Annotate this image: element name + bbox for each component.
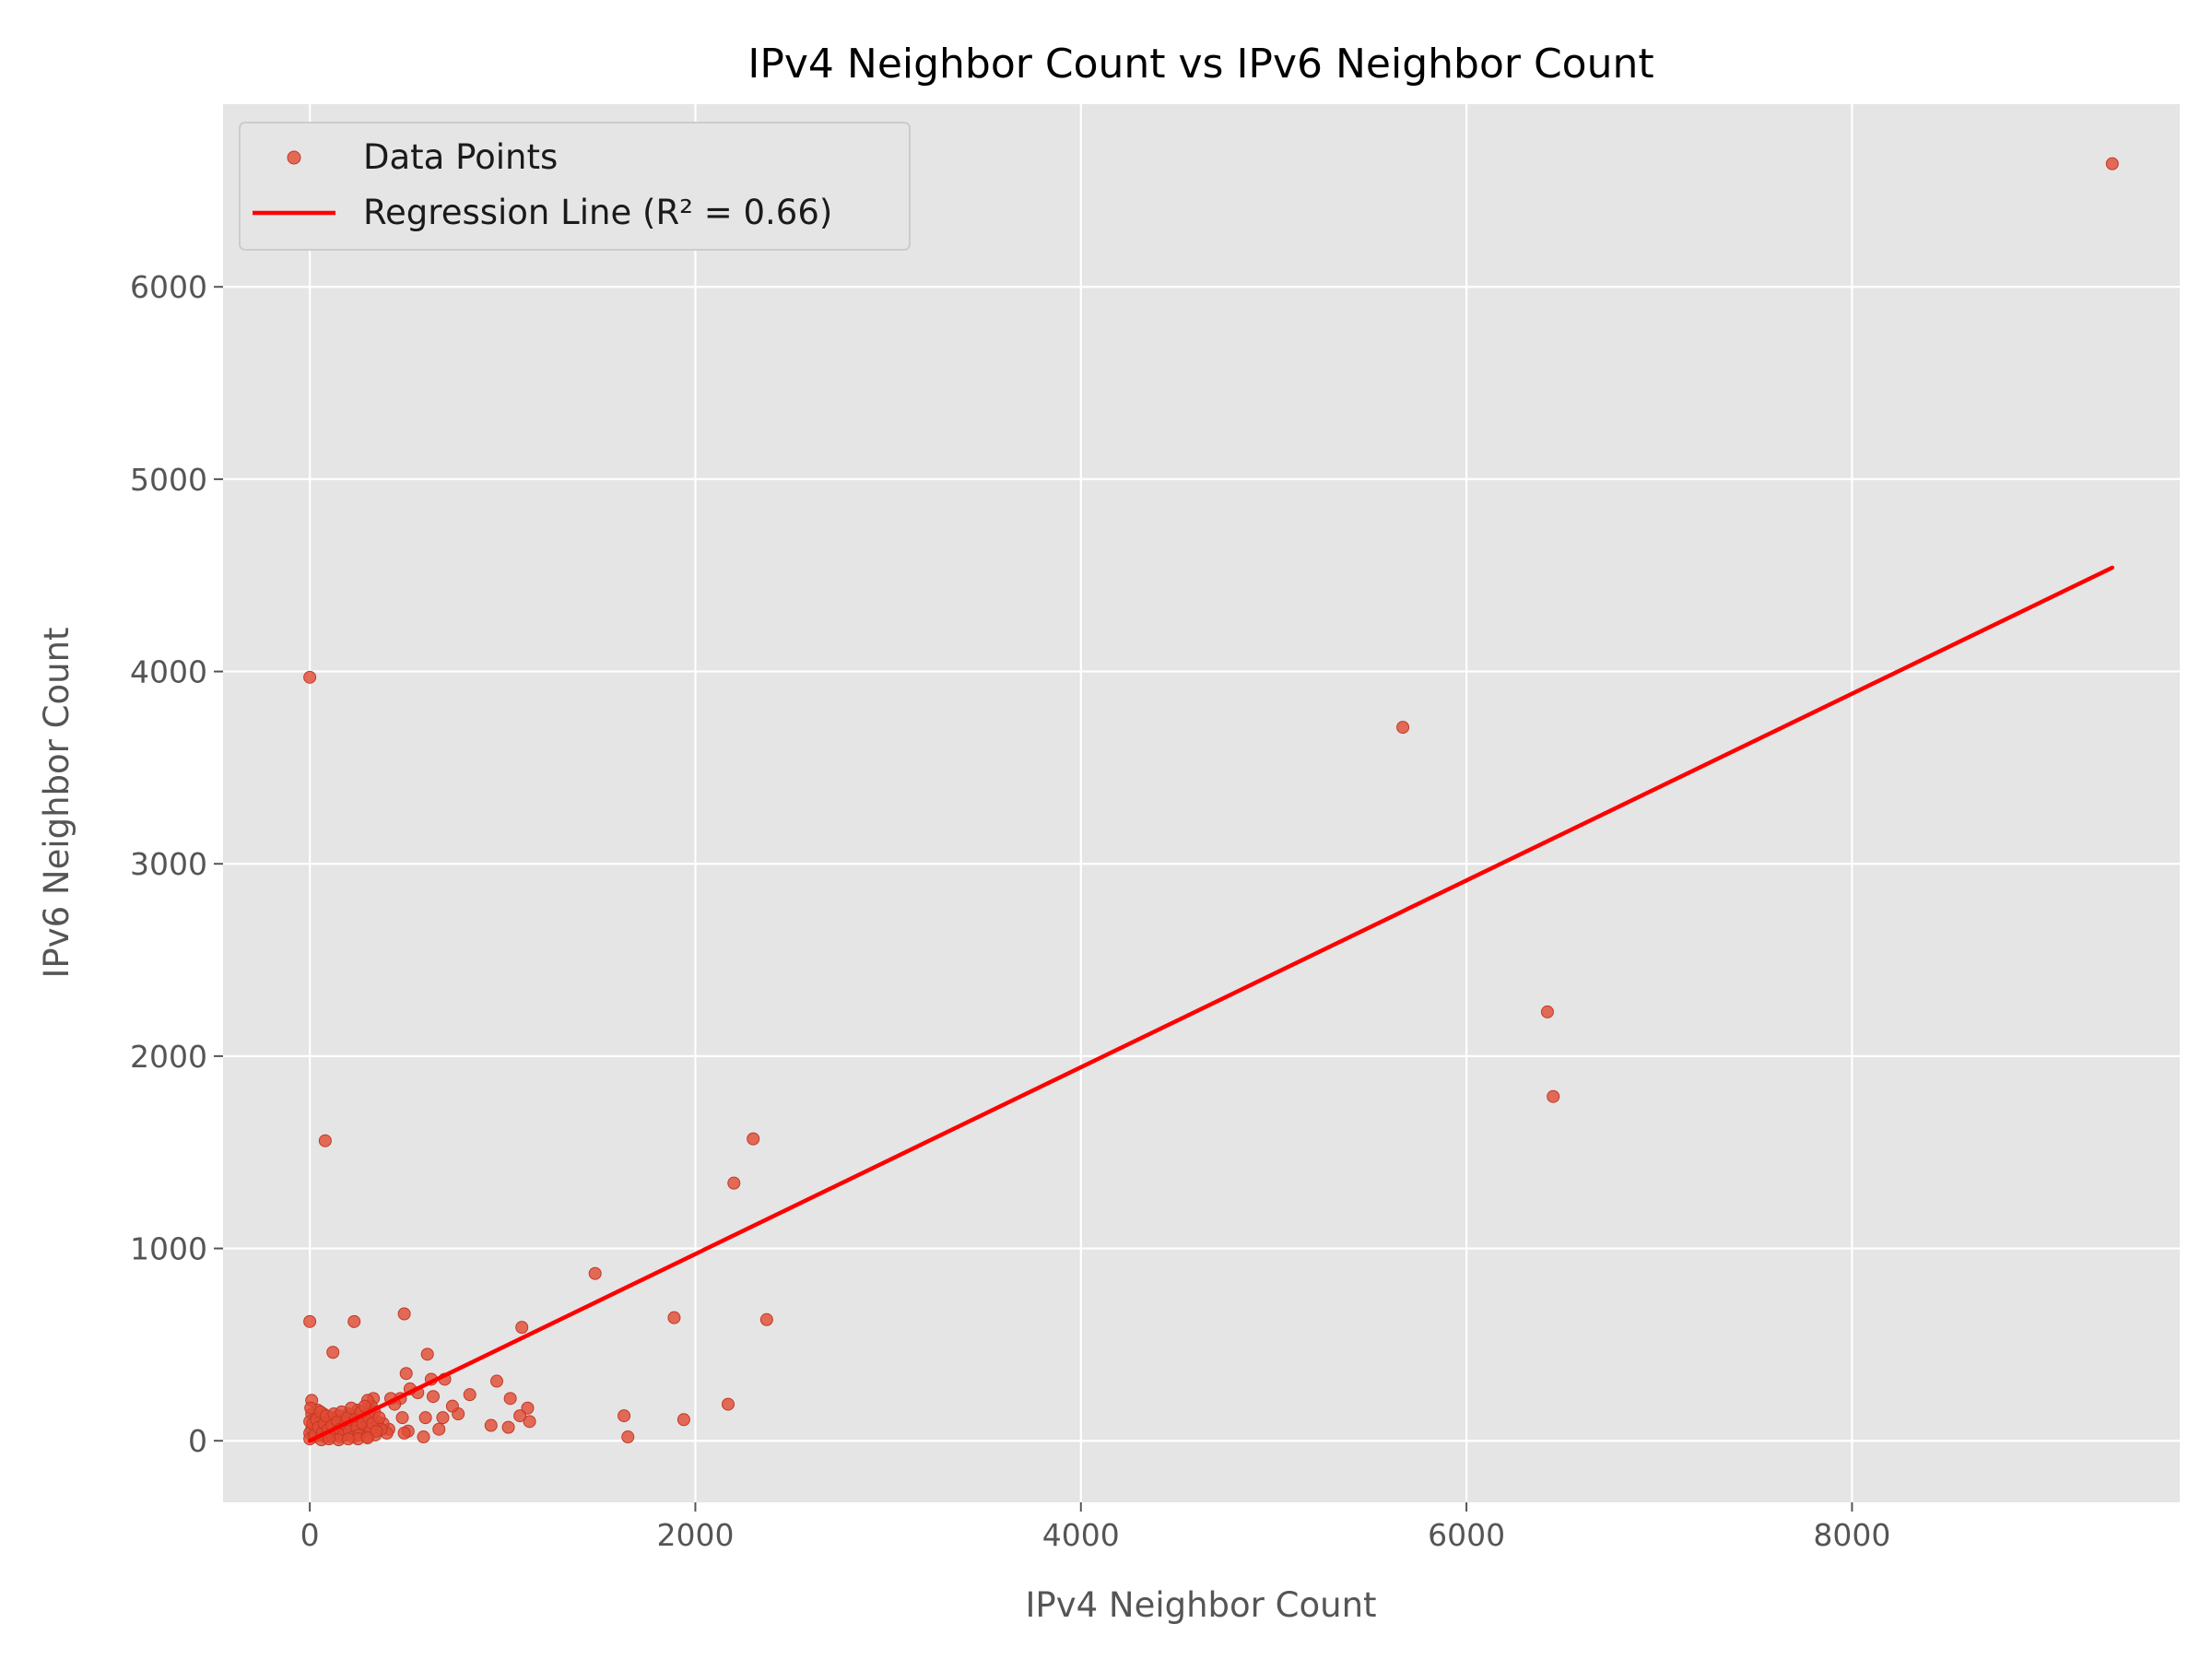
data-point (621, 1430, 635, 1444)
x-tick-label: 4000 (1042, 1517, 1120, 1553)
axis-ticks: 0 2000 4000 6000 8000 0 1000 2000 3000 4000 5000 60… (130, 269, 1890, 1553)
data-point (515, 1321, 529, 1335)
data-point (445, 1399, 459, 1413)
data-point (397, 1426, 411, 1440)
y-tick-label: 5000 (130, 462, 207, 498)
data-point (432, 1422, 446, 1436)
data-point (397, 1307, 411, 1321)
legend-marker-data-points (287, 150, 301, 165)
data-point (395, 1411, 409, 1425)
data-point (399, 1367, 413, 1381)
data-point (426, 1390, 440, 1404)
data-point (501, 1420, 515, 1434)
data-point (513, 1409, 527, 1423)
x-tick-label: 8000 (1813, 1517, 1890, 1553)
data-point (341, 1432, 355, 1446)
data-point (523, 1415, 536, 1429)
x-tick-label: 0 (300, 1517, 320, 1553)
chart-title: IPv4 Neighbor Count vs IPv6 Neighbor Cou… (747, 41, 1653, 88)
y-tick-label: 3000 (130, 846, 207, 882)
data-point (436, 1411, 450, 1425)
data-point (618, 1409, 631, 1423)
data-point (1540, 1005, 1554, 1018)
data-point (503, 1392, 517, 1406)
regression-line-group (307, 565, 2115, 1443)
data-point (759, 1312, 773, 1326)
y-axis-label: IPv6 Neighbor Count (37, 627, 76, 978)
x-axis-label: IPv4 Neighbor Count (1025, 1585, 1376, 1625)
y-tick-label: 4000 (130, 654, 207, 690)
data-point (1547, 1089, 1560, 1103)
y-tick-label: 6000 (130, 269, 207, 305)
data-point (318, 1134, 332, 1147)
data-point (677, 1413, 690, 1427)
y-tick-label: 0 (188, 1423, 207, 1459)
data-point (2105, 157, 2119, 171)
data-point (347, 1314, 361, 1328)
legend-label-regression-line: Regression Line (R² = 0.66) (363, 193, 832, 232)
data-point (747, 1132, 760, 1146)
data-point (727, 1176, 741, 1190)
legend-box (239, 122, 911, 251)
y-tick-label: 2000 (130, 1039, 207, 1075)
data-point (484, 1418, 498, 1432)
legend-label-data-points: Data Points (363, 137, 558, 177)
data-point (521, 1401, 535, 1415)
data-point (418, 1411, 432, 1425)
data-point (722, 1397, 735, 1411)
data-point (1396, 721, 1410, 735)
x-tick-label: 2000 (656, 1517, 734, 1553)
data-point (667, 1311, 681, 1324)
data-point (490, 1374, 504, 1388)
data-point (372, 1411, 386, 1425)
data-point (360, 1431, 374, 1445)
legend: Data Points Regression Line (R² = 0.66) (239, 122, 911, 251)
data-point (370, 1424, 383, 1438)
data-point (420, 1347, 434, 1361)
x-tick-label: 6000 (1428, 1517, 1505, 1553)
y-tick-label: 1000 (130, 1231, 207, 1267)
data-point (463, 1388, 477, 1402)
plot-background (223, 104, 2180, 1502)
data-point (326, 1346, 340, 1359)
data-point (588, 1266, 602, 1280)
regression-line (307, 565, 2115, 1443)
data-point (303, 1314, 317, 1328)
grid-lines (223, 104, 2180, 1502)
data-point (417, 1430, 430, 1444)
data-point (303, 670, 317, 684)
